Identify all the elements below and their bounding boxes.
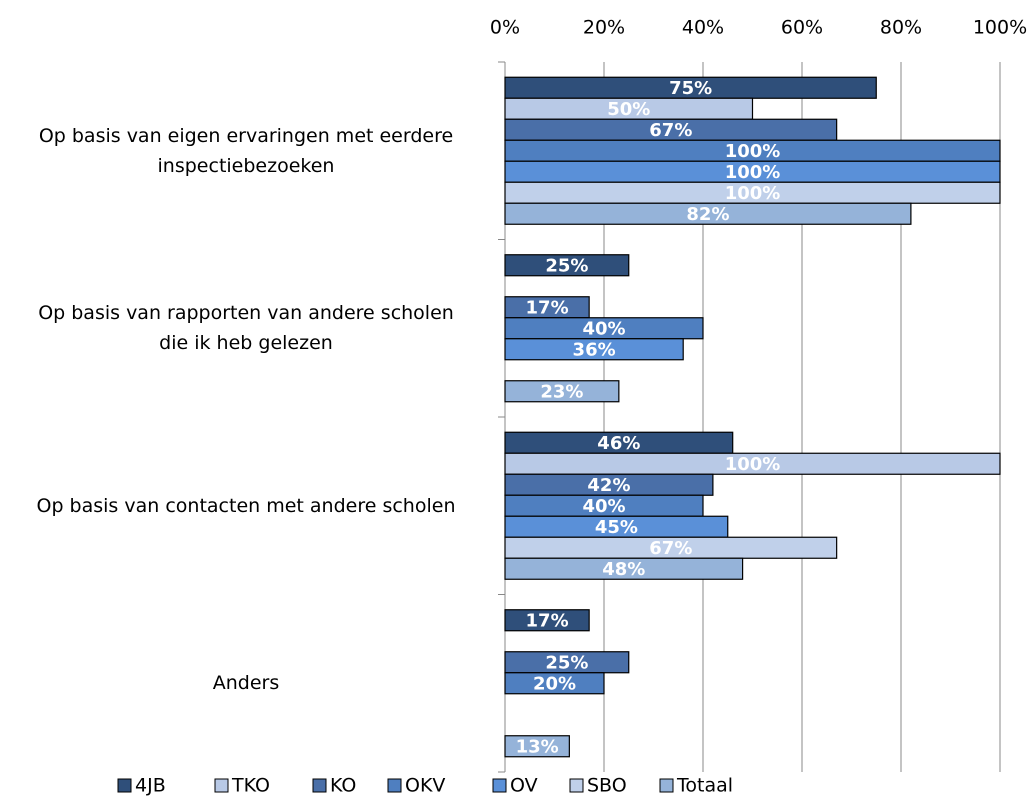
bar [504,735,570,758]
legend-swatch [492,778,507,793]
bar [504,202,912,225]
data-label: 67% [649,120,692,141]
category-label: Op basis van contacten met andere schole… [36,494,456,517]
data-label: 36% [573,339,616,360]
data-label: 13% [516,736,559,757]
data-label: 17% [526,297,569,318]
legend-label: KO [330,775,356,797]
legend-label: OV [510,775,538,797]
legend-label: OKV [405,775,445,797]
category-label: Anders [212,672,280,695]
legend-swatch [659,778,674,793]
x-tick-label: 100% [973,17,1027,39]
bar [504,557,744,580]
legend-label: SBO [587,775,627,797]
legend-swatch [387,778,402,793]
bar [504,452,1001,475]
data-label: 40% [582,496,625,517]
bar [504,254,630,277]
legend-swatch [117,778,132,793]
data-label: 25% [545,652,588,673]
x-tick-label: 80% [880,17,922,39]
data-label: 40% [582,318,625,339]
bar [504,338,684,361]
data-label: 50% [607,99,650,120]
data-label: 42% [587,475,630,496]
category-label: Op basis van rapporten van andere schole… [38,302,454,355]
data-label: 46% [597,433,640,454]
data-label: 48% [602,559,645,580]
bar [504,609,590,632]
x-tick-label: 40% [682,17,724,39]
data-label: 82% [686,204,729,225]
data-label: 100% [725,454,781,475]
data-label: 67% [649,538,692,559]
legend-swatch [312,778,327,793]
bar [504,672,605,695]
x-tick-label: 0% [490,17,520,39]
legend-label: 4JB [135,775,166,797]
data-label: 45% [595,517,638,538]
legend-label: Totaal [676,775,733,797]
data-label: 100% [725,183,781,204]
x-tick-label: 20% [583,17,625,39]
data-label: 25% [545,255,588,276]
data-label: 17% [526,610,569,631]
legend-label: TKO [231,775,270,797]
data-label: 23% [540,381,583,402]
legend-swatch [214,778,229,793]
bar [504,380,620,403]
data-label: 20% [533,673,576,694]
category-label: Op basis van eigen ervaringen met eerder… [38,124,454,177]
data-label: 100% [725,162,781,183]
data-label: 100% [725,141,781,162]
legend-swatch [569,778,584,793]
x-tick-label: 60% [781,17,823,39]
data-label: 75% [669,78,712,99]
